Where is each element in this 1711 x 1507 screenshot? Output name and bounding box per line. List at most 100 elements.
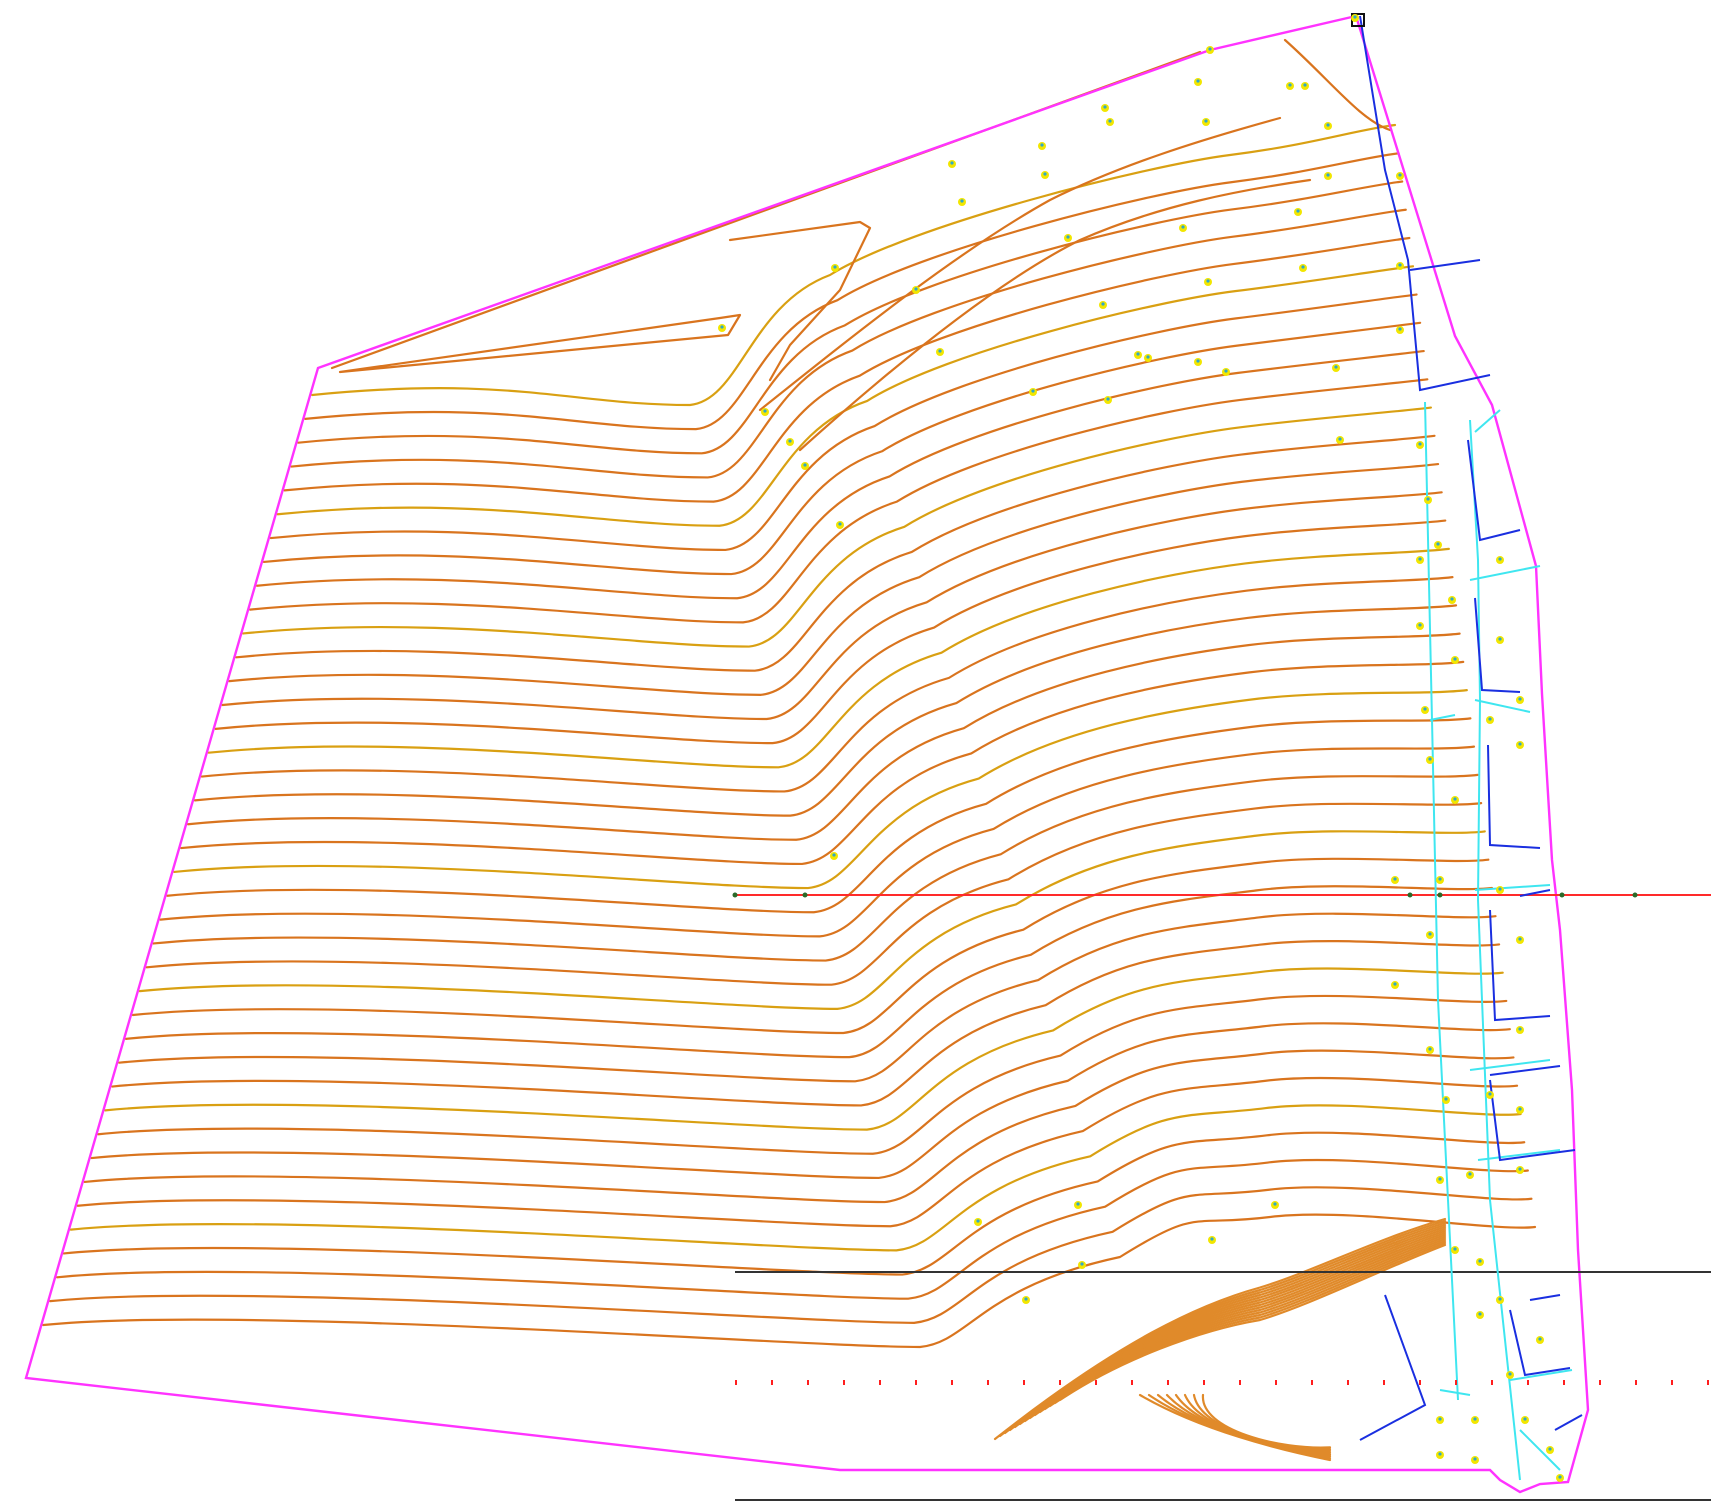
- survey-point-center: [1334, 365, 1338, 369]
- survey-point-center: [1208, 47, 1212, 51]
- survey-point-center: [1548, 1447, 1552, 1451]
- pipe-line: [1469, 565, 1541, 581]
- station-tick: [1203, 1380, 1205, 1385]
- survey-point-center: [1498, 887, 1502, 891]
- survey-point-center: [838, 522, 842, 526]
- wall-line: [1519, 889, 1551, 897]
- station-tick: [1419, 1380, 1421, 1385]
- pipe-line: [1469, 419, 1521, 1481]
- contour-line: [97, 994, 1508, 1155]
- survey-point-center: [1080, 1262, 1084, 1266]
- survey-point-center: [1398, 327, 1402, 331]
- station-tick: [1455, 1380, 1457, 1385]
- contour-line: [242, 406, 1432, 648]
- survey-point-center: [1040, 143, 1044, 147]
- contour-line: [304, 152, 1400, 431]
- survey-point-center: [1428, 1047, 1432, 1051]
- contour-line: [118, 912, 1497, 1083]
- survey-point-center: [1418, 623, 1422, 627]
- wall-line: [1489, 1065, 1561, 1076]
- contour-line: [131, 857, 1490, 1035]
- survey-point-center: [1468, 1172, 1472, 1176]
- station-tick: [1095, 1380, 1097, 1385]
- station-tick: [1167, 1380, 1169, 1385]
- contour-line: [187, 632, 1461, 841]
- contour-line: [104, 967, 1504, 1131]
- survey-point-center: [1558, 1475, 1562, 1479]
- survey-point-center: [1518, 742, 1522, 746]
- wall-line: [1474, 597, 1521, 693]
- contour-line: [180, 660, 1465, 866]
- dense-contour: [1048, 1239, 1447, 1408]
- survey-point-center: [1398, 263, 1402, 267]
- wall-line: [1467, 439, 1521, 542]
- pipe-line: [1474, 699, 1531, 713]
- survey-point-center: [1438, 877, 1442, 881]
- survey-point-center: [720, 325, 724, 329]
- survey-point-center: [1473, 1417, 1477, 1421]
- survey-point-center: [1301, 265, 1305, 269]
- survey-point-center: [1103, 105, 1107, 109]
- contour-line: [269, 293, 1418, 552]
- survey-point-center: [832, 853, 836, 857]
- survey-point-center: [1498, 557, 1502, 561]
- survey-point-center: [1508, 1372, 1512, 1376]
- survey-point-center: [1436, 542, 1440, 546]
- contour-line: [249, 378, 1429, 624]
- section-vertex-marker: [1407, 892, 1413, 898]
- contour-line: [193, 604, 1458, 817]
- survey-point-center: [1498, 637, 1502, 641]
- contour-line: [1283, 38, 1392, 132]
- station-tick: [1707, 1380, 1709, 1385]
- survey-point-center: [1453, 657, 1457, 661]
- survey-point-center: [960, 199, 964, 203]
- wall-line: [1554, 1414, 1583, 1431]
- dense-contour-cluster: [993, 1217, 1447, 1462]
- survey-point-center: [1398, 173, 1402, 177]
- section-vertex-marker: [1437, 892, 1443, 898]
- survey-point-center: [938, 349, 942, 353]
- contour-line: [166, 717, 1472, 914]
- contour-line: [214, 519, 1447, 745]
- station-tick: [1635, 1380, 1637, 1385]
- survey-point-center: [950, 161, 954, 165]
- survey-point-center: [788, 439, 792, 443]
- survey-point-center: [1326, 173, 1330, 177]
- survey-point-center: [1418, 557, 1422, 561]
- pipe-line: [1469, 1059, 1551, 1071]
- pipe-line: [1474, 884, 1551, 891]
- survey-point-center: [1076, 1202, 1080, 1206]
- contour-line: [290, 208, 1407, 479]
- survey-point-center: [1146, 355, 1150, 359]
- survey-point-center: [1438, 1452, 1442, 1456]
- survey-point-center: [1498, 1297, 1502, 1301]
- survey-point-center: [1393, 877, 1397, 881]
- survey-point-center: [1043, 172, 1047, 176]
- station-tick: [1023, 1380, 1025, 1385]
- station-tick: [771, 1380, 773, 1385]
- cross-section-line: [732, 892, 1711, 898]
- survey-point-center: [1418, 442, 1422, 446]
- survey-point-center: [1523, 1417, 1527, 1421]
- survey-point-center: [1393, 982, 1397, 986]
- survey-point-center: [1478, 1259, 1482, 1263]
- reference-lines: [735, 1271, 1711, 1501]
- retaining-walls: [1351, 13, 1583, 1441]
- station-tick: [1599, 1380, 1601, 1385]
- pipe-line: [1429, 714, 1456, 721]
- contour-line: [152, 773, 1479, 962]
- contour-line: [228, 462, 1440, 696]
- survey-point-center: [1488, 1092, 1492, 1096]
- survey-point-center: [1024, 1297, 1028, 1301]
- survey-point-center: [1518, 1167, 1522, 1171]
- survey-point-center: [763, 409, 767, 413]
- site-boundary: [24, 14, 1590, 1494]
- station-tick: [1311, 1380, 1313, 1385]
- survey-point-center: [1106, 397, 1110, 401]
- station-tick: [1275, 1380, 1277, 1385]
- station-tick: [987, 1380, 989, 1385]
- station-tick: [951, 1380, 953, 1385]
- contour-line: [159, 745, 1476, 938]
- section-vertex-marker: [1632, 892, 1638, 898]
- station-tick: [879, 1380, 881, 1385]
